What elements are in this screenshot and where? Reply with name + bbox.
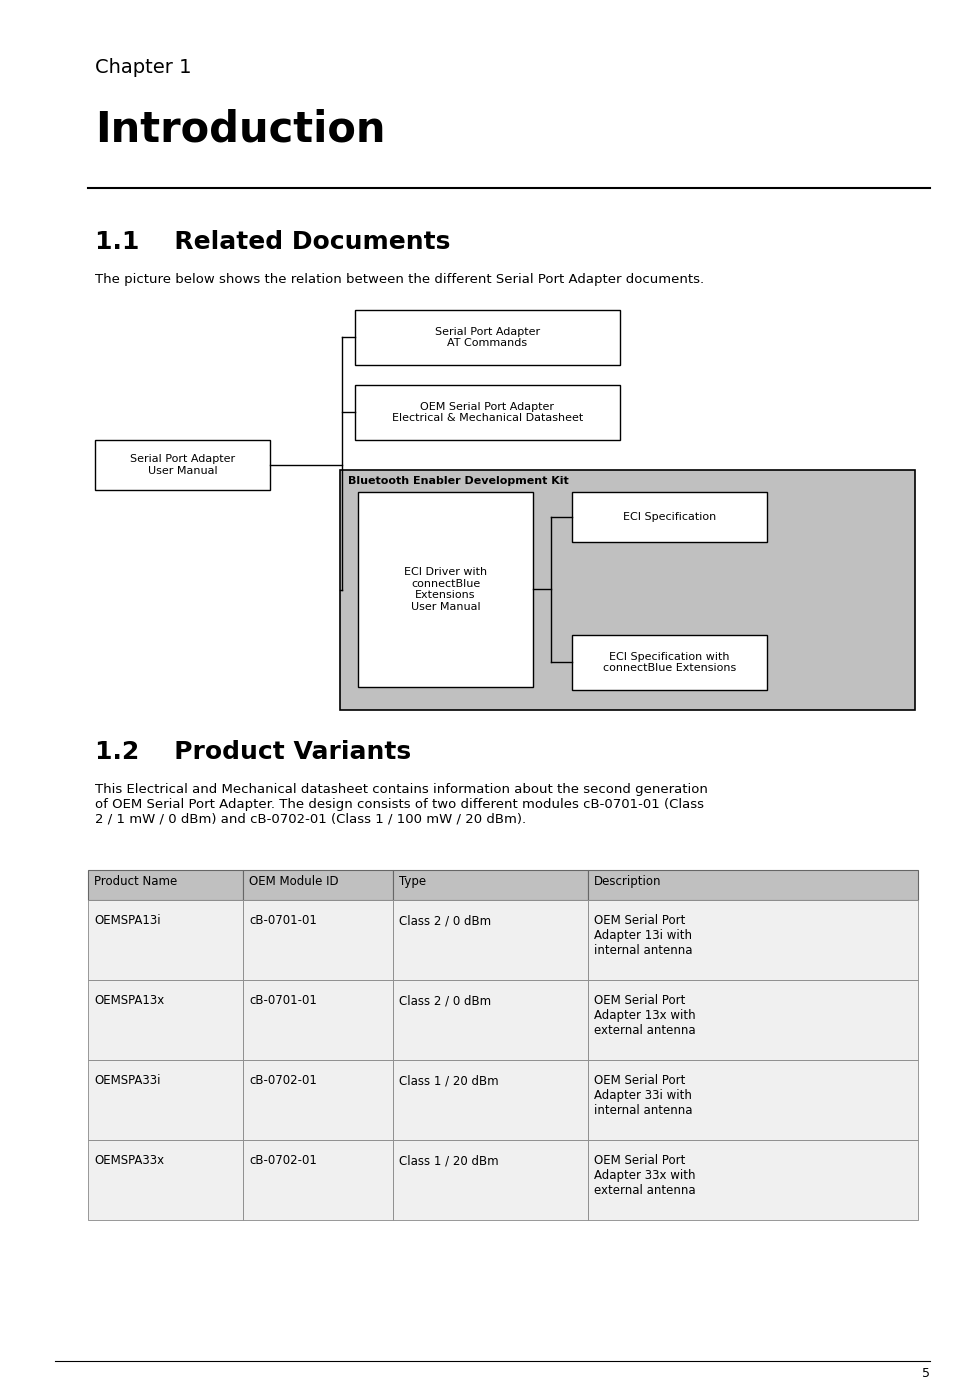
- Bar: [88, 900, 243, 981]
- Text: Class 1 / 20 dBm: Class 1 / 20 dBm: [399, 1154, 498, 1167]
- Bar: [88, 870, 243, 900]
- Text: 1.1    Related Documents: 1.1 Related Documents: [95, 231, 450, 254]
- Text: OEMSPA33x: OEMSPA33x: [94, 1154, 164, 1167]
- Text: cB-0701-01: cB-0701-01: [249, 914, 317, 926]
- Text: 1.2    Product Variants: 1.2 Product Variants: [95, 740, 411, 764]
- Text: Bluetooth Enabler Development Kit: Bluetooth Enabler Development Kit: [348, 476, 569, 486]
- Bar: [358, 492, 533, 688]
- Bar: [88, 1140, 243, 1220]
- Bar: [588, 1140, 918, 1220]
- Text: Introduction: Introduction: [95, 108, 386, 150]
- Bar: [572, 635, 767, 690]
- Bar: [393, 870, 588, 900]
- Bar: [243, 1140, 393, 1220]
- Bar: [588, 870, 918, 900]
- Text: Chapter 1: Chapter 1: [95, 58, 191, 76]
- Bar: [88, 981, 243, 1060]
- Text: Description: Description: [594, 875, 661, 888]
- Bar: [393, 900, 588, 981]
- Text: This Electrical and Mechanical datasheet contains information about the second g: This Electrical and Mechanical datasheet…: [95, 783, 708, 826]
- Text: The picture below shows the relation between the different Serial Port Adapter d: The picture below shows the relation bet…: [95, 274, 704, 286]
- Text: ECI Specification: ECI Specification: [623, 513, 716, 522]
- Text: OEM Serial Port
Adapter 13i with
internal antenna: OEM Serial Port Adapter 13i with interna…: [594, 914, 693, 957]
- Text: OEMSPA33i: OEMSPA33i: [94, 1074, 160, 1088]
- Text: OEM Serial Port
Adapter 33x with
external antenna: OEM Serial Port Adapter 33x with externa…: [594, 1154, 696, 1197]
- Bar: [243, 1060, 393, 1140]
- Text: 5: 5: [922, 1367, 930, 1381]
- Text: OEMSPA13x: OEMSPA13x: [94, 995, 164, 1007]
- Text: ECI Driver with
connectBlue
Extensions
User Manual: ECI Driver with connectBlue Extensions U…: [404, 567, 488, 613]
- Bar: [243, 900, 393, 981]
- Text: Serial Port Adapter
AT Commands: Serial Port Adapter AT Commands: [435, 326, 540, 349]
- Bar: [355, 310, 620, 365]
- Text: OEMSPA13i: OEMSPA13i: [94, 914, 160, 926]
- Bar: [588, 1060, 918, 1140]
- Text: OEM Module ID: OEM Module ID: [249, 875, 339, 888]
- Text: Class 1 / 20 dBm: Class 1 / 20 dBm: [399, 1074, 498, 1088]
- Text: ECI Specification with
connectBlue Extensions: ECI Specification with connectBlue Exten…: [603, 651, 736, 674]
- Text: OEM Serial Port Adapter
Electrical & Mechanical Datasheet: OEM Serial Port Adapter Electrical & Mec…: [392, 401, 583, 424]
- Text: cB-0702-01: cB-0702-01: [249, 1074, 317, 1088]
- Bar: [243, 870, 393, 900]
- Text: cB-0701-01: cB-0701-01: [249, 995, 317, 1007]
- Text: OEM Serial Port
Adapter 13x with
external antenna: OEM Serial Port Adapter 13x with externa…: [594, 995, 696, 1038]
- Text: OEM Serial Port
Adapter 33i with
internal antenna: OEM Serial Port Adapter 33i with interna…: [594, 1074, 693, 1117]
- Bar: [243, 981, 393, 1060]
- Bar: [393, 1140, 588, 1220]
- Text: Class 2 / 0 dBm: Class 2 / 0 dBm: [399, 914, 491, 926]
- Text: cB-0702-01: cB-0702-01: [249, 1154, 317, 1167]
- Text: Serial Port Adapter
User Manual: Serial Port Adapter User Manual: [130, 454, 235, 476]
- Bar: [572, 492, 767, 542]
- Bar: [588, 900, 918, 981]
- Bar: [588, 981, 918, 1060]
- Bar: [393, 981, 588, 1060]
- Bar: [355, 385, 620, 440]
- Text: Type: Type: [399, 875, 426, 888]
- Bar: [393, 1060, 588, 1140]
- Text: Class 2 / 0 dBm: Class 2 / 0 dBm: [399, 995, 491, 1007]
- Bar: [95, 440, 270, 490]
- Bar: [88, 1060, 243, 1140]
- Text: Product Name: Product Name: [94, 875, 177, 888]
- Bar: [340, 469, 915, 710]
